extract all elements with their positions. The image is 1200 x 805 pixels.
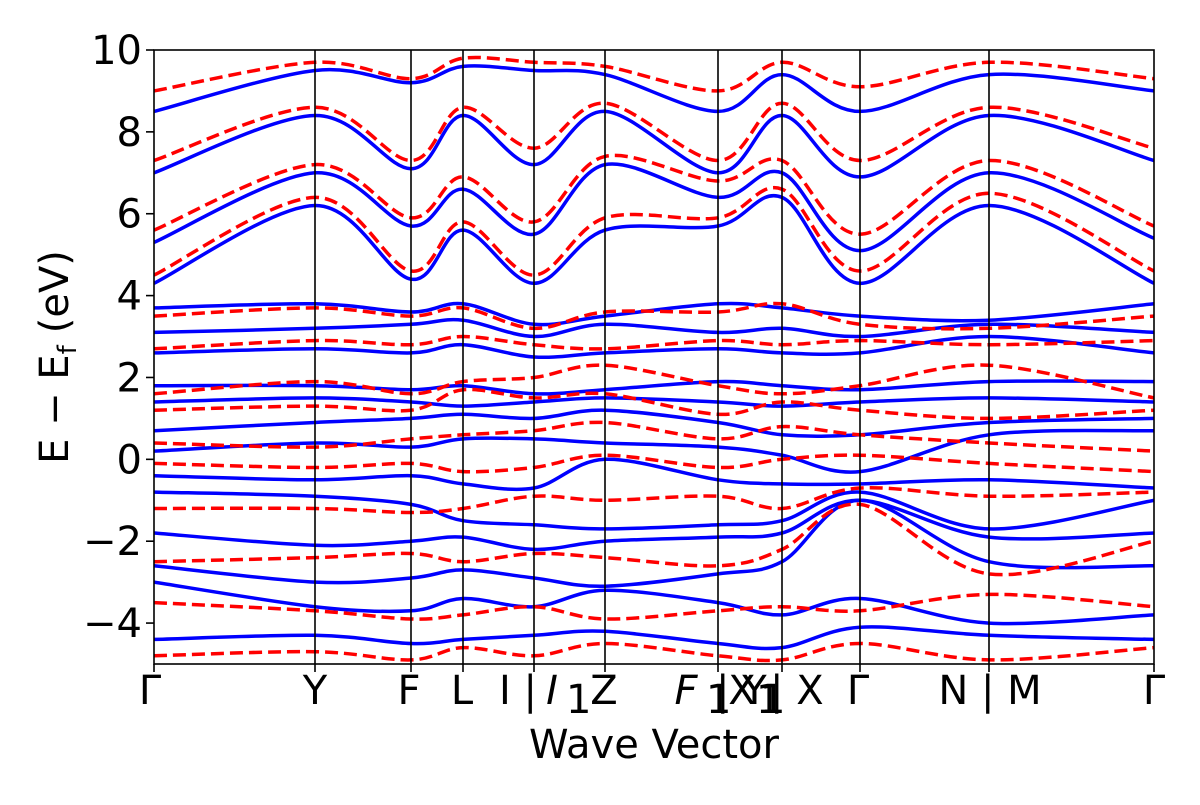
y-axis-title-subscript: f [53, 344, 83, 354]
x-tick-label: Γ [1143, 668, 1166, 714]
x-axis-title: Wave Vector [529, 722, 780, 768]
plot-frame [153, 49, 1155, 665]
dashed-band-8 [154, 334, 1154, 351]
high-symmetry-lines [314, 50, 990, 664]
dashed-band-5 [154, 420, 1154, 453]
y-tick-label: 2 [117, 355, 142, 401]
x-tick-label: Γ [139, 668, 162, 714]
dashed-band-11 [154, 153, 1154, 236]
dashed-band-0 [154, 641, 1154, 663]
solid-band-12 [154, 301, 1154, 327]
solid-band-13 [154, 193, 1154, 286]
x-tick-label: F [674, 668, 698, 714]
x-tick-label: L [451, 668, 474, 714]
solid-band-1 [154, 580, 1154, 626]
dashed-band-3 [154, 485, 1154, 515]
y-tick-label: 8 [117, 110, 142, 156]
y-axis-title-main: E − E [32, 354, 78, 464]
x-tick-label: F [397, 668, 420, 714]
solid-band-7 [154, 408, 1154, 439]
y-tick-label: −2 [83, 519, 142, 565]
solid-band-10 [154, 334, 1154, 360]
y-axis-title-unit: (eV) [32, 250, 78, 333]
x-tick-label: Γ [847, 668, 870, 714]
x-tick-label: 1 [706, 677, 731, 723]
solid-band-2 [154, 498, 1154, 588]
dashed-band-9 [154, 301, 1154, 331]
dashed-band-7 [154, 363, 1154, 400]
x-tick-label: | Y [716, 668, 767, 714]
x-tick-label: X [728, 668, 755, 714]
x-tick-label: | X [770, 668, 824, 714]
dashed-band-4 [154, 453, 1154, 474]
dashed-band-6 [154, 387, 1154, 421]
dashed-band-12 [154, 101, 1154, 163]
bands-layer [154, 55, 1154, 663]
y-axis-ticks: −4 −2 0 2 4 6 8 10 [83, 28, 154, 647]
y-tick-label: 6 [117, 192, 142, 238]
y-axis-title: E − Ef (eV) [32, 250, 83, 464]
x-tick-label: 1 [756, 677, 781, 723]
svg-text:E − Ef(eV): E − Ef (eV) [32, 250, 83, 464]
solid-band-8 [154, 396, 1154, 408]
solid-band-15 [154, 109, 1154, 179]
dashed-band-2 [154, 502, 1154, 577]
y-tick-label: 0 [117, 437, 142, 483]
x-tick-label: Z [590, 668, 617, 714]
x-tick-label: 1 [566, 677, 591, 723]
x-tick-label: N | M [938, 668, 1041, 714]
solid-band-11 [154, 317, 1154, 339]
solid-band-0 [154, 625, 1154, 651]
solid-band-4 [154, 490, 1154, 531]
dashed-band-13 [154, 55, 1154, 93]
dashed-band-10 [154, 185, 1154, 277]
solid-band-16 [154, 64, 1154, 114]
solid-band-3 [154, 498, 1154, 552]
solid-band-14 [154, 162, 1154, 253]
x-tick-label: Y [302, 668, 328, 714]
x-tick-label: 1 [760, 677, 785, 723]
x-tick-label: I [546, 668, 558, 714]
y-tick-label: 10 [91, 28, 142, 74]
y-tick-label: −4 [83, 601, 142, 647]
solid-band-9 [154, 379, 1154, 396]
solid-band-5 [154, 457, 1154, 492]
x-tick-label: I | [499, 668, 537, 714]
y-tick-label: 4 [117, 274, 142, 320]
dashed-band-1 [154, 592, 1154, 621]
